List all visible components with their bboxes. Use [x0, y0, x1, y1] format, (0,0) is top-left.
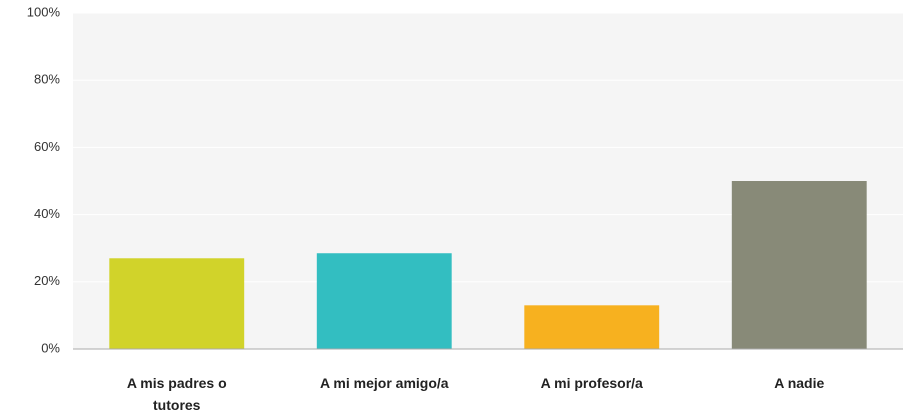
bar — [316, 253, 452, 349]
y-tick-label: 80% — [34, 72, 60, 87]
y-tick-label: 60% — [34, 139, 60, 154]
x-tick-label: A mis padres o tutores — [126, 375, 227, 413]
x-tick-label: A mi profesor/a — [540, 375, 643, 391]
x-tick-label: A nadie — [774, 375, 825, 391]
y-tick-label: 0% — [41, 340, 60, 355]
y-tick-label: 100% — [27, 4, 61, 19]
bar — [524, 305, 660, 349]
y-tick-label: 40% — [34, 206, 60, 221]
y-tick-label: 20% — [34, 273, 60, 288]
bar — [109, 258, 245, 349]
x-tick-label: A mi mejor amigo/a — [319, 375, 449, 391]
bar — [731, 181, 867, 349]
